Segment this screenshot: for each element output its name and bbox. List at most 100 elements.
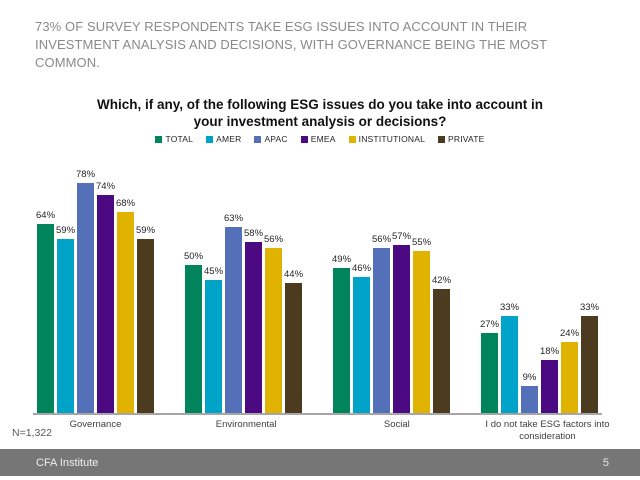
bar — [137, 239, 154, 413]
legend-swatch-icon — [348, 135, 356, 143]
bar-column: 46% — [352, 263, 372, 413]
bar-value-label: 57% — [392, 231, 412, 242]
bar — [501, 316, 518, 413]
bar — [185, 265, 202, 413]
bar-column: 78% — [76, 169, 96, 413]
legend-swatch-icon — [300, 135, 308, 143]
bar-value-label: 45% — [204, 266, 224, 277]
bar-value-label: 33% — [500, 302, 520, 313]
bar-group: 49% 46% 56% 57% 55% 42% — [332, 231, 452, 413]
legend-item: AMER — [206, 134, 241, 144]
bar-column: 45% — [204, 266, 224, 413]
legend: TOTAL AMER APAC EMEA INSTITUTIONAL PRIVATE — [0, 134, 640, 144]
legend-item: EMEA — [300, 134, 336, 144]
bar-column: 57% — [392, 231, 412, 413]
bar — [353, 277, 370, 413]
category-label: Governance — [37, 419, 154, 443]
bar — [373, 248, 390, 413]
bar-value-label: 42% — [432, 275, 452, 286]
bar-group: 50% 45% 63% 58% 56% 44% — [184, 213, 304, 413]
bar-group: 27% 33% 9% 18% 24% 33% — [480, 302, 600, 413]
bar-column: 59% — [136, 225, 156, 413]
bar — [433, 289, 450, 413]
bar — [333, 268, 350, 413]
category-label: Environmental — [188, 419, 305, 443]
bar — [393, 245, 410, 413]
bar — [581, 316, 598, 413]
bar-value-label: 59% — [56, 225, 76, 236]
headline: 73% OF SURVEY RESPONDENTS TAKE ESG ISSUE… — [35, 19, 547, 70]
bar — [205, 280, 222, 413]
legend-label: INSTITUTIONAL — [358, 134, 426, 144]
bar-value-label: 33% — [580, 302, 600, 313]
bar-column: 24% — [560, 328, 579, 413]
bar — [245, 242, 262, 413]
chart-title-text: Which, if any, of the following ESG issu… — [96, 97, 544, 129]
bar-column: 56% — [372, 234, 392, 413]
bar-value-label: 18% — [540, 346, 560, 357]
bar-value-label: 63% — [224, 213, 244, 224]
bar — [265, 248, 282, 413]
bar-column: 58% — [244, 228, 264, 413]
bar — [225, 227, 242, 413]
legend-swatch-icon — [254, 135, 262, 143]
legend-item: INSTITUTIONAL — [348, 134, 426, 144]
bar-value-label: 68% — [116, 198, 136, 209]
bar-value-label: 58% — [244, 228, 264, 239]
category-label: I do not take ESG factors into considera… — [485, 419, 609, 443]
bar-value-label: 74% — [96, 181, 116, 192]
legend-swatch-icon — [155, 135, 163, 143]
bar-value-label: 55% — [412, 237, 432, 248]
category-labels: Governance Environmental Social I do not ta… — [33, 419, 610, 443]
bar-value-label: 46% — [352, 263, 372, 274]
legend-item: TOTAL — [155, 134, 193, 144]
bar-column: 64% — [36, 210, 56, 413]
footer-brand: CFA Institute — [36, 456, 99, 469]
bar — [521, 386, 538, 413]
bar-column: 63% — [224, 213, 244, 413]
bar-value-label: 59% — [136, 225, 156, 236]
bar-column: 33% — [580, 302, 600, 413]
bar-column: 9% — [521, 372, 538, 413]
sample-size-note: N=1,322 — [12, 427, 52, 439]
bar-column: 50% — [184, 251, 203, 413]
bar-value-label: 78% — [76, 169, 96, 180]
bar — [285, 283, 302, 413]
legend-swatch-icon — [206, 135, 214, 143]
bar-column: 56% — [264, 234, 284, 413]
bar-value-label: 49% — [332, 254, 352, 265]
bar-value-label: 56% — [264, 234, 284, 245]
bar-column: 42% — [432, 275, 452, 413]
chart-title: Which, if any, of the following ESG issu… — [80, 96, 560, 130]
bar-column: 18% — [540, 346, 560, 413]
bar — [541, 360, 558, 413]
legend-item: PRIVATE — [438, 134, 485, 144]
page-number: 5 — [602, 456, 609, 469]
bar-value-label: 56% — [372, 234, 392, 245]
legend-label: APAC — [264, 134, 288, 144]
bar-groups: 64% 59% 78% 74% 68% 59% 50% 45% 63% 58% 56% 44% 49% 4… — [33, 150, 602, 413]
bar — [37, 224, 54, 413]
bar-value-label: 27% — [480, 319, 500, 330]
bar-column: 74% — [96, 181, 116, 413]
category-label-text: Governance — [69, 419, 122, 430]
legend-label: PRIVATE — [448, 134, 485, 144]
bar-column: 27% — [480, 319, 500, 413]
bar-group: 64% 59% 78% 74% 68% 59% — [36, 169, 156, 413]
category-label: Social — [338, 419, 455, 443]
bar-column: 55% — [412, 237, 432, 413]
footer-bar: CFA Institute 5 — [0, 449, 640, 476]
legend-label: EMEA — [310, 134, 336, 144]
bar-value-label: 44% — [284, 269, 304, 280]
plot-area: 64% 59% 78% 74% 68% 59% 50% 45% 63% 58% 56% 44% 49% 4… — [33, 150, 602, 415]
bar — [481, 333, 498, 413]
bar-column: 59% — [56, 225, 76, 413]
bar-column: 68% — [116, 198, 136, 413]
bar-value-label: 9% — [522, 372, 537, 383]
legend-label: TOTAL — [165, 134, 194, 144]
legend-swatch-icon — [438, 135, 446, 143]
bar — [413, 251, 430, 413]
bar-column: 44% — [284, 269, 304, 413]
bar-value-label: 64% — [36, 210, 56, 221]
